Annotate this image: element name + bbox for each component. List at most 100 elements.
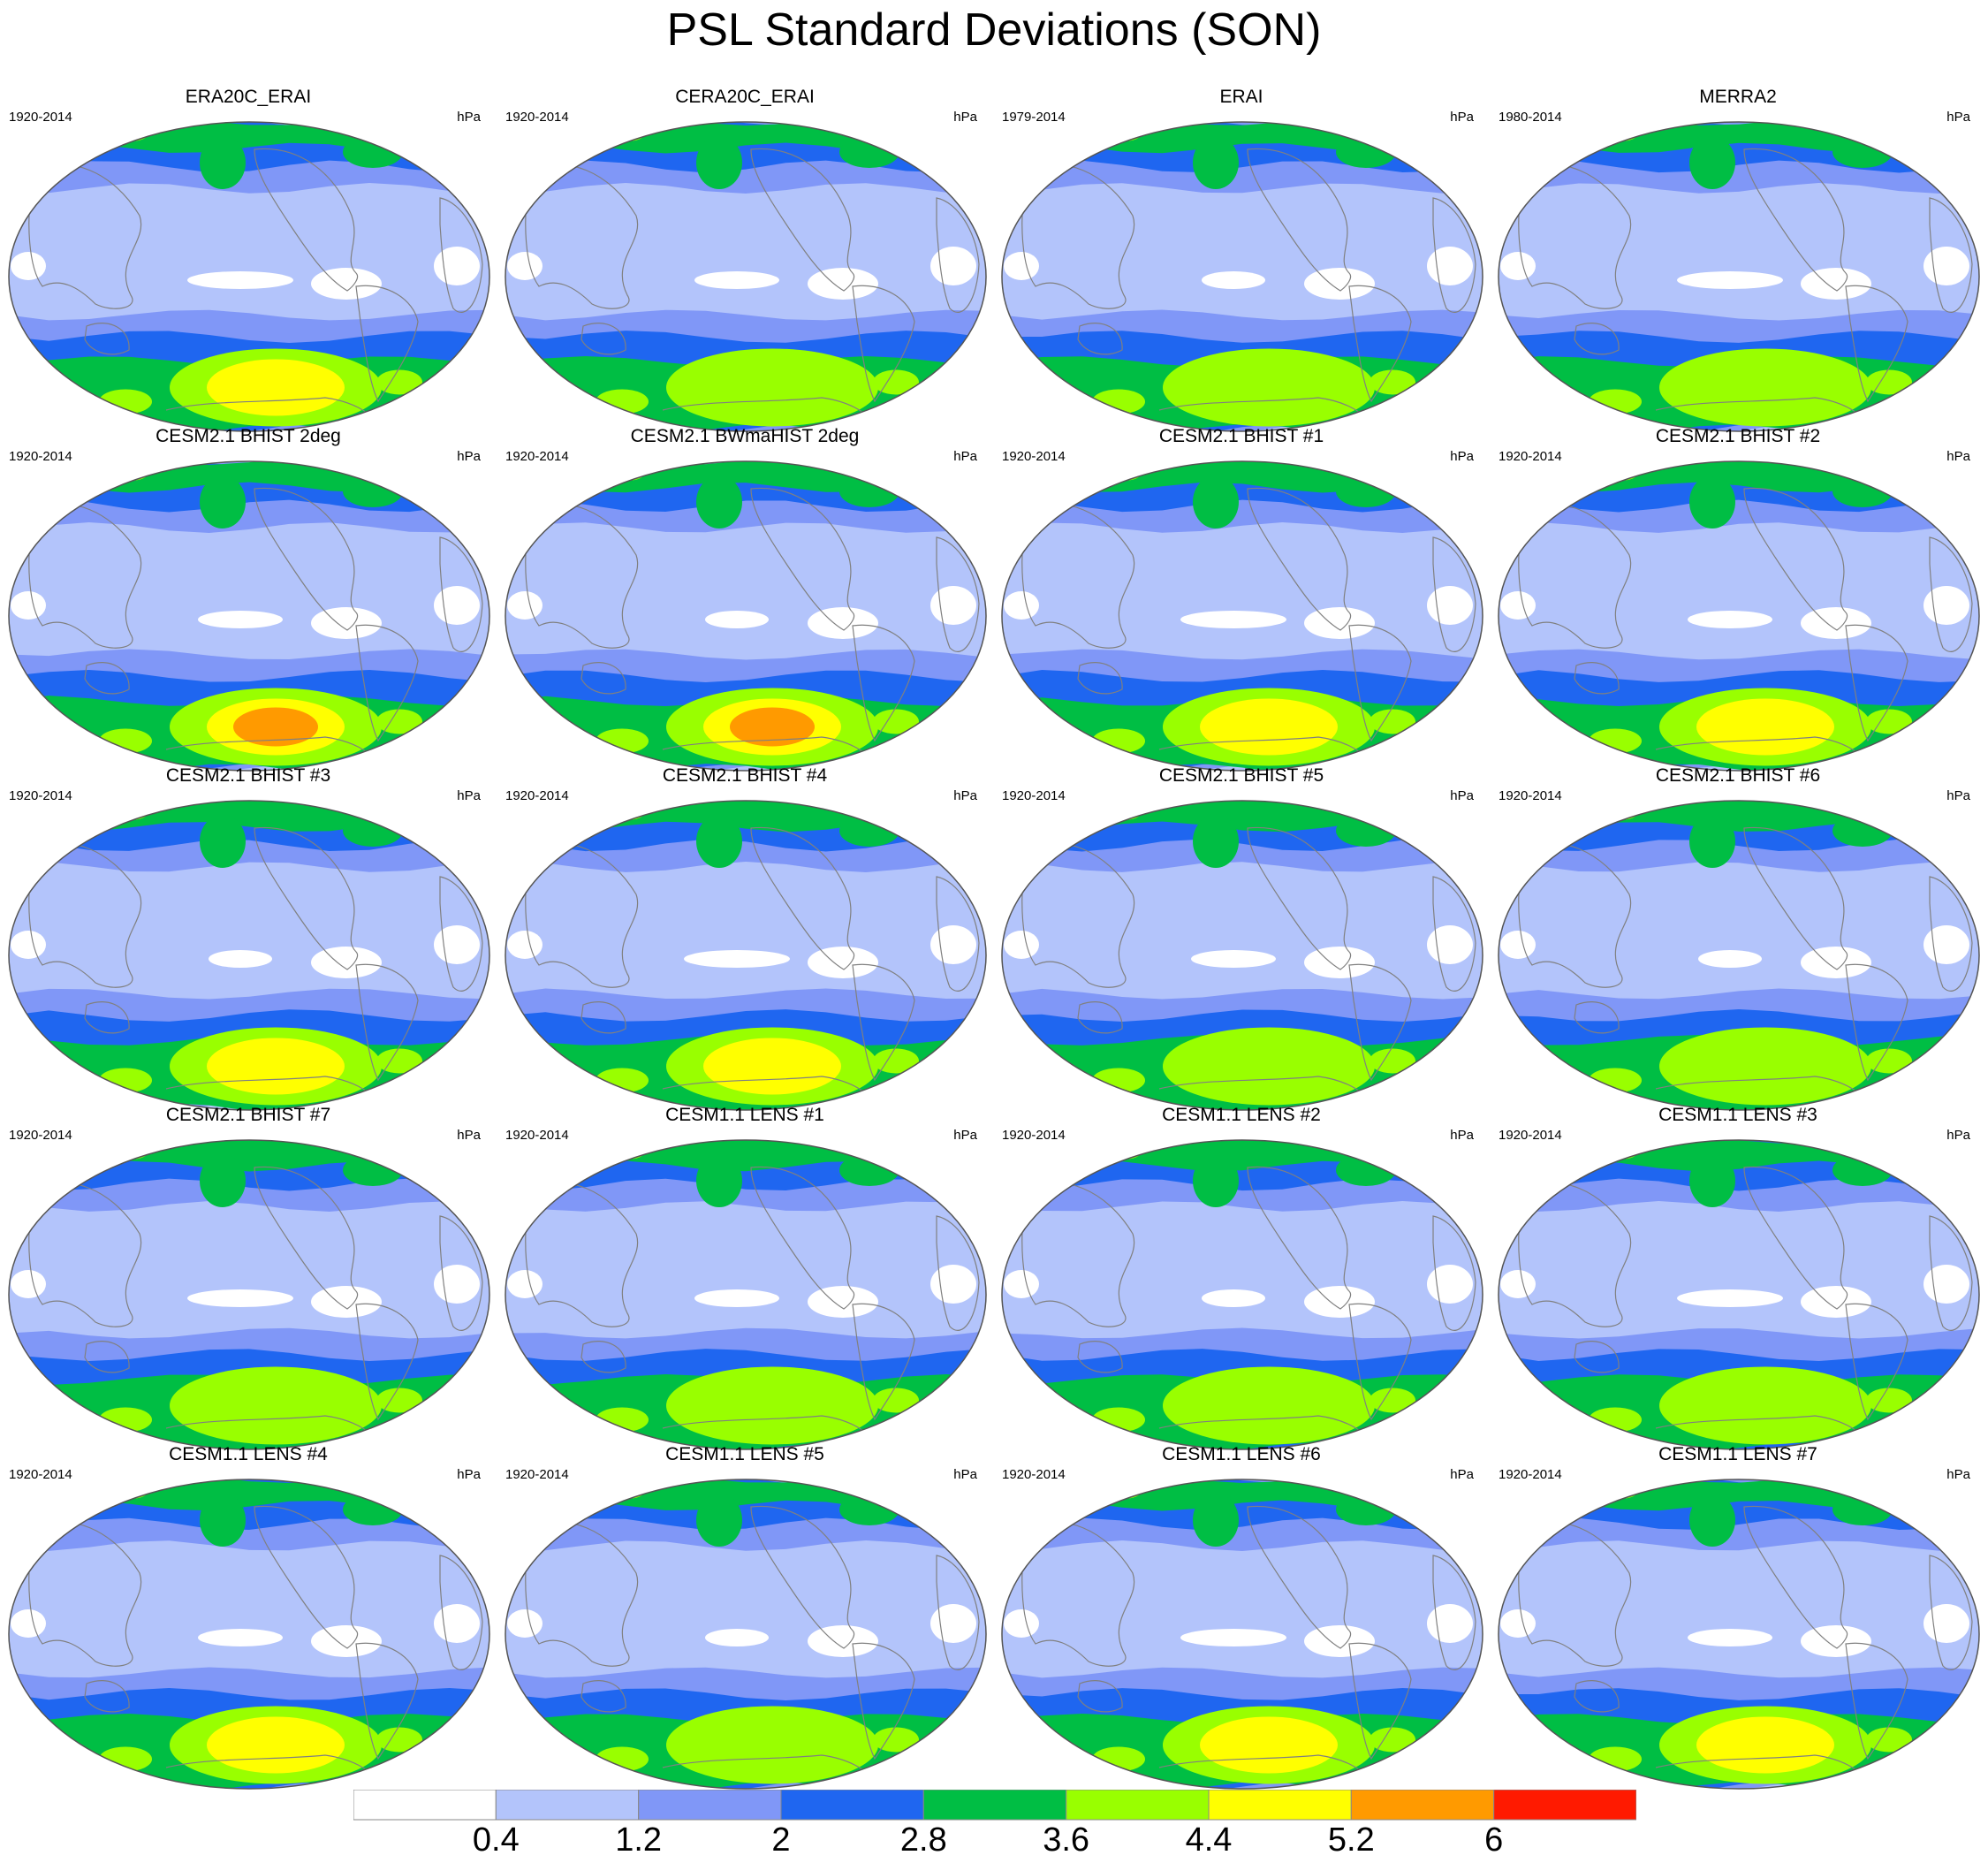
- colorbar-swatch: [1208, 1790, 1352, 1821]
- panel-period: 1920-2014: [1499, 1467, 1562, 1482]
- panel-units: hPa: [953, 1128, 977, 1143]
- panel-title: CESM1.1 LENS #7: [1658, 1444, 1817, 1464]
- map-field: [1498, 800, 1980, 1111]
- panel-title: CESM1.1 LENS #1: [665, 1105, 824, 1125]
- panel-title: CESM2.1 BHIST #1: [1158, 426, 1324, 446]
- map-panel: CESM2.1 BHIST #4 1920-2014 hPa: [497, 765, 993, 1111]
- coastlines: [1518, 487, 1973, 764]
- map-panel-grid: ERA20C_ERAI 1920-2014 hPa CERA20C_ERAI 1920-…: [0, 87, 1986, 1790]
- panel-units: hPa: [953, 449, 977, 464]
- colorbar-tick-label: 4.4: [1185, 1821, 1233, 1859]
- colorbar-tick-label: 2.8: [899, 1821, 947, 1859]
- coastlines: [1021, 148, 1476, 424]
- map-field: [1498, 1479, 1980, 1790]
- coastlines: [28, 1505, 483, 1782]
- figure-title: PSL Standard Deviations (SON): [666, 4, 1322, 56]
- panel-period: 1920-2014: [1499, 788, 1562, 803]
- shaded-field: [1002, 1140, 1483, 1449]
- map-field: [1001, 800, 1483, 1111]
- panel-units: hPa: [457, 110, 481, 125]
- panel-period: 1920-2014: [1499, 449, 1562, 464]
- panel-title: CESM1.1 LENS #4: [169, 1444, 328, 1464]
- coastlines: [525, 1505, 980, 1782]
- panel-period: 1920-2014: [1002, 1467, 1066, 1482]
- panel-units: hPa: [953, 1467, 977, 1482]
- colorbar-swatch: [353, 1790, 497, 1821]
- coastlines: [1021, 1505, 1476, 1782]
- colorbar-swatch: [495, 1790, 640, 1821]
- shaded-field: [1002, 801, 1483, 1110]
- map-field: [505, 460, 987, 772]
- map-field: [1001, 121, 1483, 432]
- panel-title: CESM2.1 BHIST #4: [662, 765, 828, 786]
- shaded-field: [1002, 122, 1483, 431]
- panel-units: hPa: [457, 1128, 481, 1143]
- map-panel: ERA20C_ERAI 1920-2014 hPa: [0, 87, 497, 432]
- coastlines: [525, 487, 980, 764]
- map-panel: CESM2.1 BHIST #7 1920-2014 hPa: [0, 1105, 497, 1450]
- shaded-field: [1002, 461, 1483, 771]
- shaded-field: [505, 1140, 986, 1449]
- colorbar-tick-label: 0.4: [472, 1821, 520, 1859]
- panel-title: ERAI: [1219, 87, 1263, 107]
- panel-period: 1980-2014: [1499, 110, 1562, 125]
- panel-title: CESM2.1 BHIST #5: [1158, 765, 1324, 786]
- colorbar-tick-label: 1.2: [615, 1821, 663, 1859]
- colorbar-swatch: [1066, 1790, 1210, 1821]
- panel-title: CESM2.1 BHIST 2deg: [156, 426, 341, 446]
- map-panel: CERA20C_ERAI 1920-2014 hPa: [497, 87, 993, 432]
- map-panel: CESM2.1 BHIST #6 1920-2014 hPa: [1490, 765, 1986, 1111]
- panel-units: hPa: [1946, 788, 1970, 803]
- shaded-field: [9, 461, 489, 771]
- map-field: [8, 121, 490, 432]
- panel-units: hPa: [457, 449, 481, 464]
- map-field: [8, 800, 490, 1111]
- coastlines: [1518, 826, 1973, 1103]
- panel-units: hPa: [1946, 1128, 1970, 1143]
- colorbar-tick-label: 5.2: [1327, 1821, 1375, 1859]
- panel-units: hPa: [1450, 1467, 1474, 1482]
- panel-title: ERA20C_ERAI: [185, 87, 312, 107]
- shaded-field: [9, 1479, 489, 1789]
- map-panel: ERAI 1979-2014 hPa: [993, 87, 1490, 432]
- panel-period: 1920-2014: [1499, 1128, 1562, 1143]
- colorbar-swatch: [1493, 1790, 1636, 1821]
- shaded-field: [9, 801, 489, 1110]
- panel-title: CESM1.1 LENS #3: [1658, 1105, 1817, 1125]
- map-field: [1498, 1139, 1980, 1450]
- panel-period: 1920-2014: [1002, 788, 1066, 803]
- map-field: [505, 800, 987, 1111]
- panel-period: 1920-2014: [9, 788, 72, 803]
- shaded-field: [505, 122, 986, 431]
- panel-title: CESM2.1 BHIST #3: [165, 765, 331, 786]
- shaded-field: [1499, 461, 1979, 771]
- map-field: [1498, 121, 1980, 432]
- map-field: [1001, 1139, 1483, 1450]
- panel-period: 1920-2014: [505, 788, 569, 803]
- panel-period: 1920-2014: [1002, 1128, 1066, 1143]
- shaded-field: [9, 122, 489, 431]
- map-panel: CESM1.1 LENS #2 1920-2014 hPa: [993, 1105, 1490, 1450]
- panel-units: hPa: [1450, 449, 1474, 464]
- shaded-field: [1002, 1479, 1483, 1789]
- map-field: [8, 460, 490, 772]
- panel-period: 1920-2014: [505, 1128, 569, 1143]
- map-field: [505, 1139, 987, 1450]
- panel-title: CESM2.1 BHIST #6: [1655, 765, 1821, 786]
- map-panel: CESM2.1 BHIST #1 1920-2014 hPa: [993, 426, 1490, 772]
- colorbar-tick-label: 6: [1484, 1821, 1504, 1859]
- map-panel: CESM2.1 BWmaHIST 2deg 1920-2014 hPa: [497, 426, 993, 772]
- coastlines: [28, 826, 483, 1103]
- panel-units: hPa: [1450, 110, 1474, 125]
- map-panel: CESM1.1 LENS #3 1920-2014 hPa: [1490, 1105, 1986, 1450]
- panel-period: 1920-2014: [9, 110, 72, 125]
- map-panel: MERRA2 1980-2014 hPa: [1490, 87, 1986, 432]
- map-field: [8, 1139, 490, 1450]
- colorbar-swatch: [922, 1790, 1067, 1821]
- panel-units: hPa: [1946, 1467, 1970, 1482]
- map-panel: CESM1.1 LENS #5 1920-2014 hPa: [497, 1444, 993, 1790]
- shaded-field: [505, 1479, 986, 1789]
- map-panel: CESM1.1 LENS #7 1920-2014 hPa: [1490, 1444, 1986, 1790]
- panel-period: 1920-2014: [505, 1467, 569, 1482]
- shaded-field: [1499, 801, 1979, 1110]
